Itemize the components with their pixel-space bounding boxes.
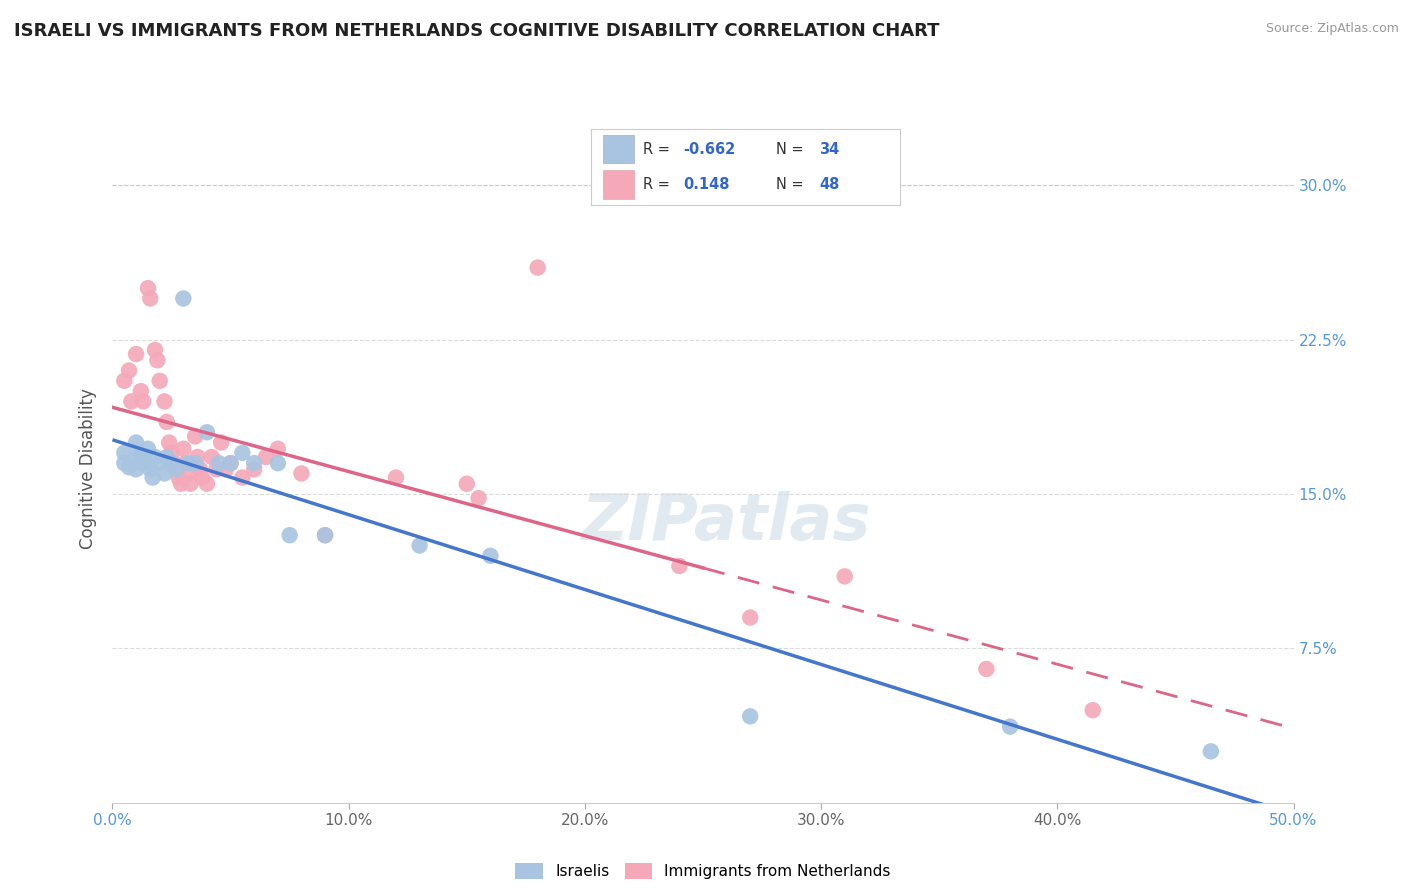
Point <box>219 456 242 470</box>
Point <box>170 476 193 491</box>
Point <box>120 394 142 409</box>
Point <box>112 456 135 470</box>
FancyBboxPatch shape <box>603 170 634 199</box>
Point <box>195 425 218 440</box>
Point <box>156 450 179 464</box>
Point <box>243 456 266 470</box>
Point <box>179 476 201 491</box>
Point <box>184 429 207 443</box>
Text: R =: R = <box>643 178 675 192</box>
Text: ZIPatlas: ZIPatlas <box>582 491 872 553</box>
Point <box>177 456 200 470</box>
Point <box>153 467 176 481</box>
Text: R =: R = <box>643 143 675 157</box>
Point <box>160 446 183 460</box>
Point <box>186 450 208 464</box>
Point <box>209 435 232 450</box>
Point <box>136 281 159 295</box>
Point <box>146 353 169 368</box>
Point <box>163 456 186 470</box>
Legend: Israelis, Immigrants from Netherlands: Israelis, Immigrants from Netherlands <box>509 857 897 886</box>
Text: 48: 48 <box>820 178 839 192</box>
Point <box>143 450 166 464</box>
Point <box>149 374 172 388</box>
Point <box>385 470 408 484</box>
Point <box>219 456 242 470</box>
Point <box>129 450 152 464</box>
Point <box>290 467 312 481</box>
Y-axis label: Cognitive Disability: Cognitive Disability <box>79 388 97 549</box>
Point <box>467 491 489 505</box>
Point <box>125 347 148 361</box>
Point <box>188 462 211 476</box>
Point <box>129 384 152 398</box>
Point <box>149 456 172 470</box>
FancyBboxPatch shape <box>603 135 634 163</box>
Point <box>740 610 762 624</box>
Point <box>142 470 165 484</box>
Point <box>205 462 228 476</box>
Point <box>267 456 290 470</box>
Point <box>172 442 194 456</box>
Point <box>201 450 224 464</box>
Point <box>231 470 253 484</box>
Text: ISRAELI VS IMMIGRANTS FROM NETHERLANDS COGNITIVE DISABILITY CORRELATION CHART: ISRAELI VS IMMIGRANTS FROM NETHERLANDS C… <box>14 22 939 40</box>
Point <box>243 462 266 476</box>
Point <box>165 462 187 476</box>
Point <box>526 260 548 275</box>
Point <box>156 415 179 429</box>
Point <box>1081 703 1104 717</box>
Point <box>267 442 290 456</box>
Text: 34: 34 <box>820 143 839 157</box>
Point <box>191 470 214 484</box>
Text: N =: N = <box>776 178 808 192</box>
Text: 0.148: 0.148 <box>683 178 730 192</box>
Point <box>165 462 187 476</box>
Point <box>208 456 231 470</box>
Point <box>976 662 998 676</box>
Point <box>314 528 336 542</box>
Point <box>231 446 253 460</box>
Point <box>479 549 502 563</box>
Point <box>153 394 176 409</box>
Point <box>998 720 1021 734</box>
Point <box>157 435 180 450</box>
Point <box>160 456 183 470</box>
Point <box>112 374 135 388</box>
Point <box>278 528 301 542</box>
Point <box>740 709 762 723</box>
Point <box>136 456 159 470</box>
Point <box>177 467 200 481</box>
Point <box>195 476 218 491</box>
Point <box>118 363 141 377</box>
Point <box>167 470 190 484</box>
Point <box>143 343 166 357</box>
Point <box>125 435 148 450</box>
Point <box>112 446 135 460</box>
Point <box>132 394 155 409</box>
Point <box>215 462 238 476</box>
Point <box>456 476 478 491</box>
Point <box>118 460 141 475</box>
Point <box>172 292 194 306</box>
Point <box>184 456 207 470</box>
Text: N =: N = <box>776 143 808 157</box>
Point <box>254 450 277 464</box>
Point <box>136 442 159 456</box>
Point <box>408 539 430 553</box>
Point <box>314 528 336 542</box>
Point <box>125 450 148 464</box>
Point <box>1199 744 1222 758</box>
Text: Source: ZipAtlas.com: Source: ZipAtlas.com <box>1265 22 1399 36</box>
Point <box>668 559 690 574</box>
Point <box>174 456 197 470</box>
Point <box>834 569 856 583</box>
Point <box>132 456 155 470</box>
Point <box>139 292 162 306</box>
Text: -0.662: -0.662 <box>683 143 735 157</box>
Point <box>125 462 148 476</box>
Point <box>139 462 162 476</box>
